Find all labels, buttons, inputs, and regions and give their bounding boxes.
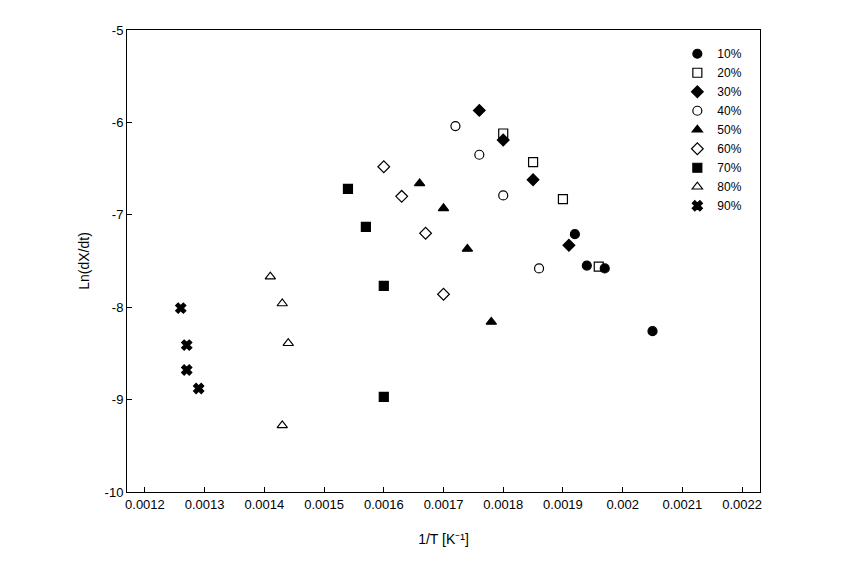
svg-text:-8: -8 — [112, 300, 124, 315]
svg-text:0.0019: 0.0019 — [543, 497, 583, 512]
svg-text:0.0021: 0.0021 — [662, 497, 702, 512]
svg-text:10%: 10% — [717, 47, 741, 61]
svg-text:90%: 90% — [717, 199, 741, 213]
svg-text:Ln(dX/dt): Ln(dX/dt) — [76, 232, 92, 290]
svg-text:80%: 80% — [717, 180, 741, 194]
svg-text:0.0016: 0.0016 — [364, 497, 404, 512]
svg-text:60%: 60% — [717, 142, 741, 156]
svg-text:-5: -5 — [112, 23, 124, 38]
svg-text:20%: 20% — [717, 66, 741, 80]
svg-text:0.0012: 0.0012 — [125, 497, 165, 512]
svg-text:0.0014: 0.0014 — [244, 497, 284, 512]
svg-text:0.0015: 0.0015 — [304, 497, 344, 512]
svg-text:0.0017: 0.0017 — [424, 497, 464, 512]
svg-text:0.002: 0.002 — [606, 497, 639, 512]
svg-text:50%: 50% — [717, 123, 741, 137]
svg-text:0.0013: 0.0013 — [185, 497, 225, 512]
svg-text:30%: 30% — [717, 85, 741, 99]
svg-text:0.0018: 0.0018 — [483, 497, 523, 512]
svg-text:40%: 40% — [717, 104, 741, 118]
svg-text:0.0022: 0.0022 — [722, 497, 762, 512]
svg-text:70%: 70% — [717, 161, 741, 175]
svg-text:-9: -9 — [112, 392, 124, 407]
svg-text:-7: -7 — [112, 207, 124, 222]
svg-text:-6: -6 — [112, 115, 124, 130]
svg-text:1/T [K⁻¹]: 1/T [K⁻¹] — [418, 531, 469, 547]
svg-text:-10: -10 — [105, 485, 124, 500]
